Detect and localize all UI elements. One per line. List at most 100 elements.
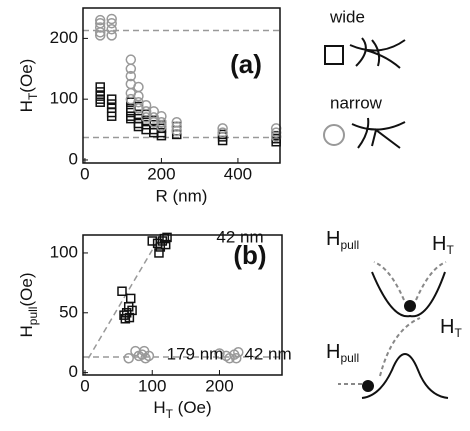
narrow-label: narrow xyxy=(330,93,383,112)
axis-label: HT(Oe) xyxy=(17,59,40,113)
label-main: H xyxy=(440,316,454,338)
point xyxy=(125,70,137,82)
well xyxy=(371,271,446,318)
label-main: H xyxy=(153,398,165,417)
point xyxy=(95,82,105,92)
panel-label: (b) xyxy=(233,240,266,270)
point xyxy=(94,27,106,38)
x-tick-label: 0 xyxy=(80,164,89,183)
circle-icon xyxy=(323,124,345,146)
point xyxy=(124,312,135,323)
x-tick-label: 200 xyxy=(205,376,233,395)
point xyxy=(171,125,182,137)
label-main: H xyxy=(17,100,36,112)
point xyxy=(171,121,182,132)
label-main: H xyxy=(432,233,446,255)
point xyxy=(127,305,137,316)
point xyxy=(125,54,137,65)
point xyxy=(154,248,164,258)
point xyxy=(217,123,228,134)
label-sub: pull xyxy=(340,238,359,252)
ref-line xyxy=(87,238,160,359)
ht-label: HT xyxy=(432,233,454,257)
y-tick-label: 50 xyxy=(59,302,78,321)
label-unit: (Oe) xyxy=(173,398,212,417)
axis-label: HT (Oe) xyxy=(153,398,211,421)
point xyxy=(214,348,225,359)
point xyxy=(141,124,151,135)
point xyxy=(94,14,106,26)
axis-label: R (nm) xyxy=(156,186,208,205)
square-icon xyxy=(324,45,344,65)
label-sub: T xyxy=(166,407,174,421)
point xyxy=(125,63,137,75)
point xyxy=(147,236,157,246)
label-main: H xyxy=(326,228,340,250)
point xyxy=(94,22,106,33)
point xyxy=(94,30,106,41)
panel-label: (a) xyxy=(230,49,262,79)
label-sub: pull xyxy=(340,351,359,365)
x-tick-label: 400 xyxy=(224,164,252,183)
wide-label: wide xyxy=(329,7,365,26)
narrow-wall xyxy=(351,117,406,149)
point xyxy=(106,17,117,29)
label-sub: T xyxy=(454,326,462,340)
point xyxy=(95,97,105,107)
label-sub: T xyxy=(446,243,454,257)
label-unit: (Oe) xyxy=(17,273,36,307)
point xyxy=(231,352,242,364)
point xyxy=(217,127,228,138)
point xyxy=(106,94,117,104)
y-tick-label: 100 xyxy=(50,89,78,108)
wide-wall xyxy=(349,37,406,69)
point xyxy=(106,111,117,121)
point xyxy=(148,112,160,123)
point xyxy=(162,232,172,243)
y-tick-label: 0 xyxy=(69,149,78,168)
particle xyxy=(404,300,416,312)
point xyxy=(156,121,167,132)
diagram-shapes xyxy=(323,37,449,399)
point xyxy=(140,112,152,123)
annotation: 179 nm xyxy=(167,344,224,363)
point xyxy=(233,347,244,358)
label-main: H xyxy=(17,325,36,337)
hpull-label: Hpull xyxy=(326,341,359,365)
axis-label: Hpull(Oe) xyxy=(17,273,40,338)
particle xyxy=(362,380,374,392)
point xyxy=(121,308,132,318)
point xyxy=(125,293,136,304)
point xyxy=(140,106,152,117)
arrows xyxy=(338,261,447,385)
point xyxy=(160,239,171,250)
ht-label: HT xyxy=(440,316,462,340)
point xyxy=(133,118,144,129)
point xyxy=(143,350,155,362)
point xyxy=(106,24,117,35)
point xyxy=(156,110,167,122)
barrier xyxy=(361,353,449,399)
point xyxy=(106,30,117,41)
label-sub: T xyxy=(26,92,40,100)
arrow xyxy=(373,261,405,301)
arrow xyxy=(379,317,421,377)
y-tick-label: 0 xyxy=(69,362,78,381)
point xyxy=(133,90,144,102)
x-tick-label: 0 xyxy=(80,376,89,395)
point xyxy=(140,100,152,111)
annotation: 42 nm xyxy=(216,227,263,246)
label-main: H xyxy=(326,341,340,363)
annotation: 42 nm xyxy=(244,344,291,363)
y-tick-label: 200 xyxy=(50,28,78,47)
point xyxy=(106,13,117,25)
plot-frame xyxy=(82,7,281,164)
arrow xyxy=(415,261,447,301)
point xyxy=(149,127,159,138)
point xyxy=(156,117,167,128)
point xyxy=(148,117,160,128)
x-tick-label: 200 xyxy=(147,164,175,183)
point xyxy=(123,352,134,364)
